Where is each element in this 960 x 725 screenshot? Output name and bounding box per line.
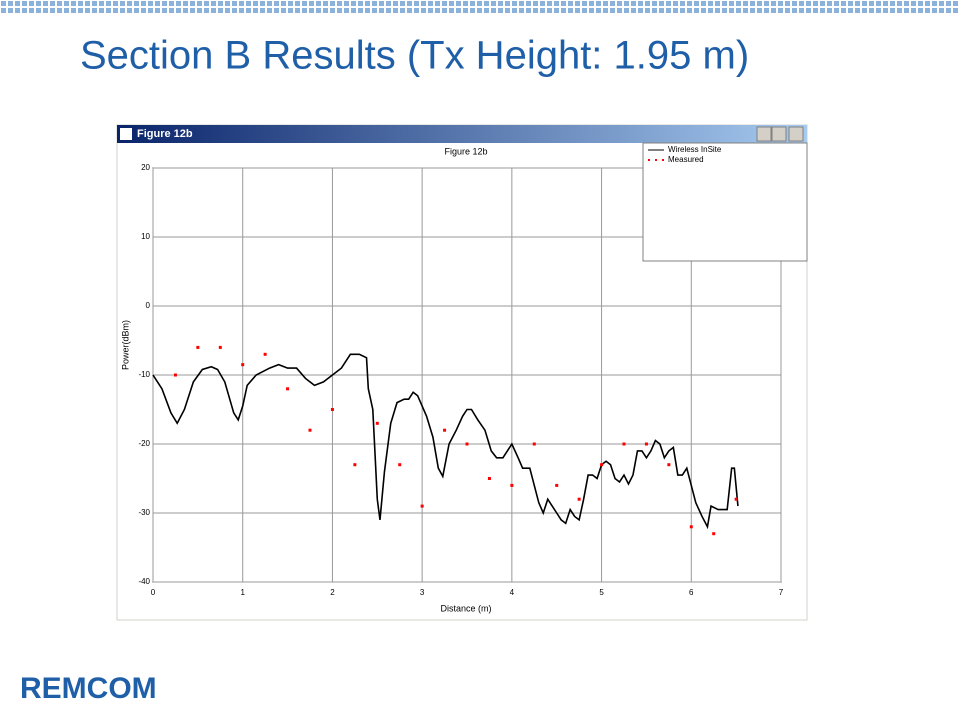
data-point: [600, 463, 604, 467]
window-title: Figure 12b: [137, 128, 193, 140]
data-point: [667, 463, 671, 467]
x-axis-label: Distance (m): [440, 603, 491, 613]
legend: [642, 142, 808, 262]
data-point: [173, 373, 177, 377]
x-tick-label: 5: [599, 588, 604, 597]
window-buttons[interactable]: [756, 126, 804, 142]
data-point: [577, 497, 581, 501]
y-tick-label: -20: [138, 439, 150, 448]
y-tick-label: -40: [138, 577, 150, 586]
y-tick-label: 10: [141, 232, 150, 241]
legend-swatch: [662, 159, 664, 161]
data-point: [263, 352, 267, 356]
y-tick-label: -10: [138, 370, 150, 379]
data-point: [689, 525, 693, 529]
data-point: [622, 442, 626, 446]
maximize-button[interactable]: [771, 126, 787, 142]
legend-swatch: [648, 159, 650, 161]
minimize-button[interactable]: [756, 126, 772, 142]
legend-label: Measured: [668, 155, 704, 164]
data-point: [330, 408, 334, 411]
legend-label: Wireless InSite: [668, 145, 722, 154]
x-tick-label: 3: [420, 588, 425, 597]
data-point: [218, 345, 222, 349]
header-strip: [0, 0, 960, 15]
close-button[interactable]: [788, 126, 804, 142]
data-point: [465, 442, 469, 446]
chart-title: Figure 12b: [444, 146, 487, 156]
y-tick-label: 0: [146, 301, 151, 310]
data-point: [375, 421, 379, 425]
window-icon: [120, 128, 132, 140]
data-point: [241, 363, 245, 367]
y-tick-label: -30: [138, 508, 150, 517]
data-point: [644, 442, 648, 446]
data-point: [510, 483, 514, 487]
y-tick-label: 20: [141, 163, 150, 172]
x-tick-label: 2: [330, 588, 335, 597]
data-point: [443, 428, 447, 432]
title-bar: [117, 125, 807, 143]
data-point: [532, 442, 536, 446]
logo: REMCOM: [20, 672, 157, 705]
data-point: [308, 428, 312, 432]
data-point: [712, 532, 716, 536]
x-tick-label: 7: [779, 588, 784, 597]
data-point: [734, 497, 738, 501]
data-point: [420, 504, 424, 508]
y-axis-label: Power(dBm): [120, 320, 130, 370]
data-point: [286, 387, 290, 391]
data-point: [196, 345, 200, 349]
data-line: [152, 353, 739, 530]
data-point: [353, 463, 357, 467]
x-tick-label: 1: [240, 588, 245, 597]
data-point: [555, 483, 559, 487]
data-point: [398, 463, 402, 467]
x-tick-label: 4: [510, 588, 515, 597]
legend-swatch: [655, 159, 657, 161]
data-point: [487, 477, 491, 480]
x-tick-label: 0: [151, 588, 156, 597]
slide-title: Section B Results (Tx Height: 1.95 m): [80, 34, 749, 78]
x-tick-label: 6: [689, 588, 694, 597]
